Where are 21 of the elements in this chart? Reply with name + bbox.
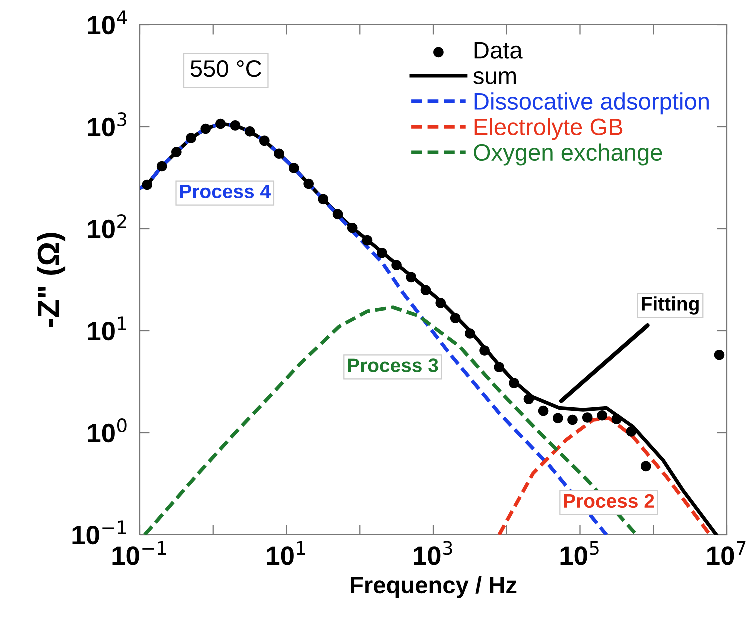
legend-label: Oxygen exchange — [474, 144, 662, 166]
y-tick-label: 10$^{4}$ — [88, 10, 127, 35]
y-axis-title: -Z" (Ω) — [37, 233, 66, 328]
legend-label: Data — [474, 42, 523, 59]
annotation: 550 °C — [190, 60, 262, 78]
legend-label: Electrolyte GB — [474, 118, 623, 140]
x-axis-title: Frequency / Hz — [351, 576, 517, 598]
annotation: Process 4 — [180, 184, 271, 199]
annotation: Process 2 — [564, 494, 654, 508]
y-tick-label: 10$^{3}$ — [88, 112, 127, 137]
annotation: Process 3 — [348, 358, 438, 372]
y-tick-label: 10$^{2}$ — [88, 214, 126, 239]
y-tick-label: 10$^{1}$ — [88, 316, 126, 341]
y-tick-label: 10$^{0}$ — [88, 418, 127, 443]
legend-label: sum — [474, 71, 516, 84]
x-tick-label: 10$^{1}$ — [267, 541, 306, 566]
x-tick-label: 10$^{7}$ — [708, 541, 746, 566]
x-tick-label: 10$^{3}$ — [414, 541, 452, 566]
annotation: Fitting — [642, 296, 699, 315]
x-tick-label: 10$^{5}$ — [560, 541, 599, 566]
legend-label: Dissocative adsorption — [474, 92, 709, 115]
